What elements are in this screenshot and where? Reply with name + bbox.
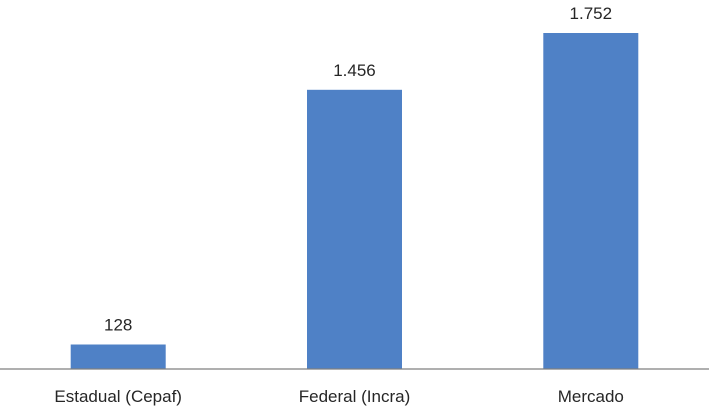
- data-labels-layer: 128 1.456 1.752: [104, 4, 612, 335]
- bars-layer: [70, 33, 639, 370]
- bar-2: [543, 33, 639, 369]
- x-tick-label-0: Estadual (Cepaf): [54, 387, 182, 406]
- data-label-2: 1.752: [570, 4, 613, 23]
- bar-0: [70, 344, 166, 369]
- data-label-1: 1.456: [333, 61, 376, 80]
- bar-1: [307, 89, 402, 370]
- data-label-0: 128: [104, 316, 132, 335]
- x-tick-labels-layer: Estadual (Cepaf) Federal (Incra) Mercado: [54, 387, 623, 406]
- x-tick-label-1: Federal (Incra): [299, 387, 410, 406]
- x-tick-label-2: Mercado: [558, 387, 624, 406]
